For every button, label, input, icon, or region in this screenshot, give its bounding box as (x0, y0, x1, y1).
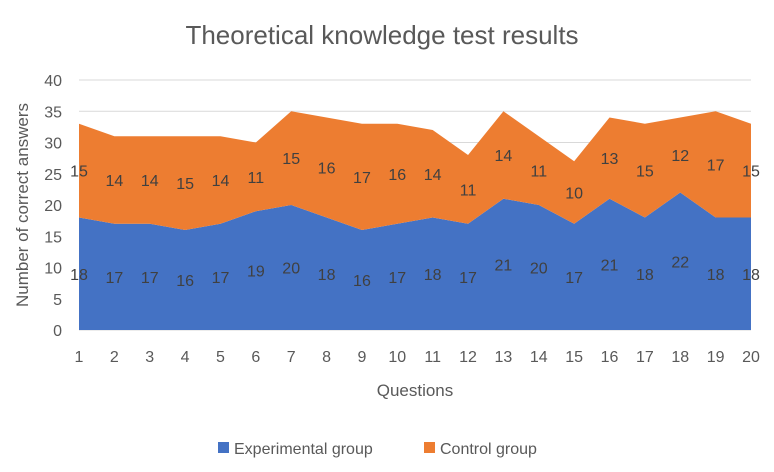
data-label: 15 (636, 164, 654, 181)
data-label: 18 (424, 267, 442, 284)
y-tick-label: 40 (44, 73, 62, 90)
legend-swatch (218, 442, 229, 453)
x-tick-label: 3 (145, 349, 154, 366)
data-label: 18 (318, 267, 336, 284)
y-tick-label: 5 (53, 292, 62, 309)
area-series-1 (79, 192, 751, 330)
x-tick-label: 16 (601, 349, 619, 366)
data-label: 16 (176, 273, 194, 290)
data-label: 18 (742, 267, 760, 284)
area-series (79, 111, 751, 330)
data-label: 14 (424, 167, 442, 184)
data-label: 14 (495, 148, 513, 165)
data-label: 18 (707, 267, 725, 284)
x-tick-label: 2 (110, 349, 119, 366)
x-tick-label: 1 (75, 349, 84, 366)
data-label: 20 (282, 261, 300, 278)
data-label: 20 (530, 261, 548, 278)
y-axis-title: Number of correct answers (13, 103, 32, 307)
x-tick-label: 7 (287, 349, 296, 366)
legend-label: Control group (440, 441, 537, 458)
data-label: 18 (70, 267, 88, 284)
x-tick-label: 10 (388, 349, 406, 366)
data-label: 19 (247, 264, 265, 281)
y-tick-label: 30 (44, 136, 62, 153)
legend-label: Experimental group (234, 441, 373, 458)
x-tick-label: 8 (322, 349, 331, 366)
data-labels: 18 17 17 16 17 19 20 18 16 17 18 17 21 20 17 21 18 22 18 18… (70, 148, 760, 290)
y-tick-label: 0 (53, 323, 62, 340)
x-tick-label: 5 (216, 349, 225, 366)
x-tick-label: 18 (671, 349, 689, 366)
x-tick-label: 4 (181, 349, 190, 366)
x-tick-label: 15 (565, 349, 583, 366)
data-label: 10 (565, 186, 583, 203)
data-label: 17 (212, 270, 230, 287)
x-tick-label: 9 (357, 349, 366, 366)
x-tick-label: 6 (251, 349, 260, 366)
data-label: 12 (671, 148, 689, 165)
area-series-2 (79, 111, 751, 230)
data-label: 15 (282, 151, 300, 168)
chart-title: Theoretical knowledge test results (185, 20, 578, 50)
x-tick-label: 12 (459, 349, 477, 366)
y-tick-label: 15 (44, 229, 62, 246)
x-axis-title: Questions (377, 381, 454, 400)
data-label: 17 (459, 270, 477, 287)
legend: Experimental group Control group (218, 441, 537, 458)
data-label: 11 (460, 182, 477, 199)
data-label: 18 (636, 267, 654, 284)
y-axis-ticks: 0 5 10 15 20 25 30 35 40 (44, 73, 62, 340)
data-label: 15 (70, 164, 88, 181)
data-label: 17 (388, 270, 406, 287)
data-label: 21 (601, 257, 619, 274)
x-axis-ticks: 1 2 3 4 5 6 7 8 9 10 11 12 13 14 15 16 17 18 19 20 (75, 349, 760, 366)
data-label: 16 (388, 167, 406, 184)
data-label: 13 (601, 151, 619, 168)
data-label: 11 (530, 164, 547, 181)
data-label: 21 (495, 257, 513, 274)
x-tick-label: 14 (530, 349, 548, 366)
x-tick-label: 13 (495, 349, 513, 366)
y-tick-label: 35 (44, 104, 62, 121)
data-label: 15 (742, 164, 760, 181)
data-label: 14 (141, 173, 159, 190)
data-label: 16 (318, 161, 336, 178)
y-tick-label: 20 (44, 198, 62, 215)
x-tick-label: 19 (707, 349, 725, 366)
data-label: 22 (671, 254, 689, 271)
data-label: 17 (707, 157, 725, 174)
data-label: 17 (141, 270, 159, 287)
data-label: 14 (105, 173, 123, 190)
y-tick-label: 10 (44, 261, 62, 278)
data-label: 17 (353, 170, 371, 187)
x-tick-label: 17 (636, 349, 654, 366)
data-label: 11 (248, 170, 265, 187)
x-tick-label: 20 (742, 349, 760, 366)
x-tick-label: 11 (424, 349, 441, 366)
data-label: 14 (212, 173, 230, 190)
data-label: 17 (105, 270, 123, 287)
y-tick-label: 25 (44, 167, 62, 184)
data-label: 16 (353, 273, 371, 290)
legend-swatch (424, 442, 435, 453)
data-label: 17 (565, 270, 583, 287)
data-label: 15 (176, 176, 194, 193)
